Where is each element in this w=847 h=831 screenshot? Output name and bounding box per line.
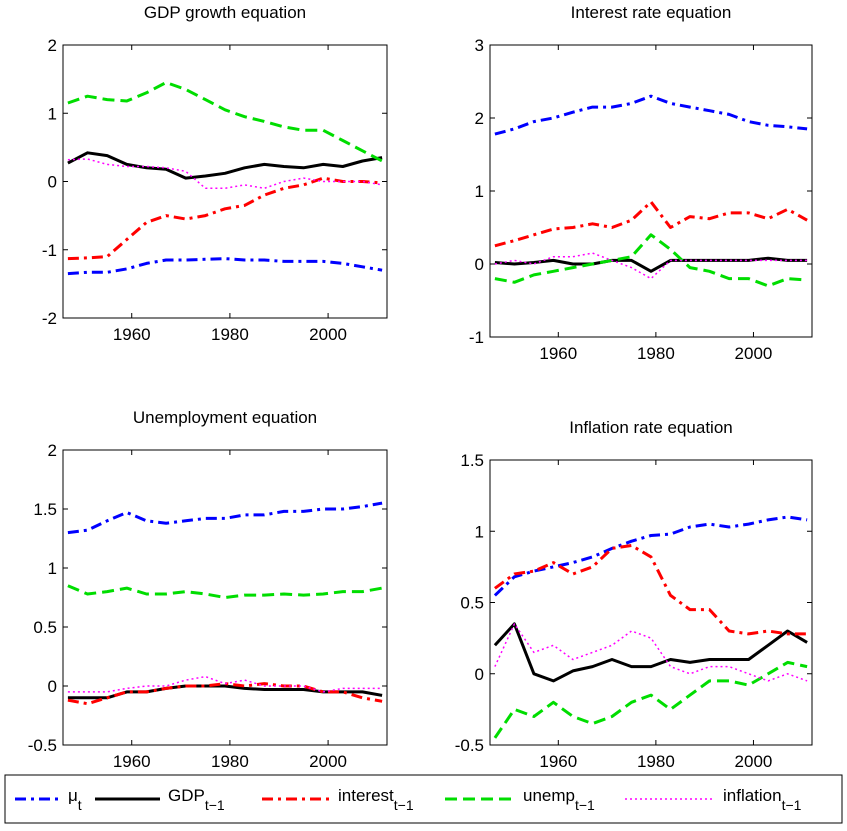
legend-subscript: t−1	[394, 797, 414, 813]
y-tick-label: 1.5	[33, 500, 57, 519]
x-tick-label: 2000	[309, 752, 347, 771]
y-tick-label: 0.5	[33, 618, 57, 637]
x-tick-label: 2000	[735, 752, 773, 771]
legend-label: interestt−1	[338, 786, 414, 813]
chart-title: Unemployment equation	[133, 408, 317, 427]
series-line	[67, 158, 383, 190]
series-line	[67, 81, 383, 163]
legend-label: μt	[68, 786, 82, 813]
x-tick-label: 2000	[735, 344, 773, 363]
series-line	[494, 544, 808, 636]
series-line	[67, 151, 383, 180]
legend-name: unemp	[523, 786, 575, 805]
y-tick-label: 1	[475, 522, 484, 541]
y-tick-label: 0.5	[460, 594, 484, 613]
y-tick-label: 2	[48, 441, 57, 460]
y-tick-label: 3	[475, 36, 484, 55]
y-tick-label: 0	[48, 677, 57, 696]
series-line	[67, 501, 383, 535]
series-line	[494, 94, 808, 136]
legend-subscript: t−1	[575, 797, 595, 813]
y-tick-label: 1	[475, 182, 484, 201]
legend-name: interest	[338, 786, 394, 805]
legend-subscript: t	[78, 797, 82, 813]
chart-title: Inflation rate equation	[569, 418, 733, 437]
x-tick-label: 1960	[539, 344, 577, 363]
y-tick-label: 1	[48, 559, 57, 578]
x-tick-label: 1980	[211, 752, 249, 771]
series-line	[67, 257, 383, 276]
x-tick-label: 1980	[637, 752, 675, 771]
legend-subscript: t−1	[205, 797, 225, 813]
series-line	[494, 200, 808, 248]
legend-name: μ	[68, 786, 78, 805]
y-tick-label: -2	[42, 309, 57, 328]
series-line	[67, 682, 383, 706]
series-line	[494, 233, 808, 288]
y-tick-label: 0	[475, 255, 484, 274]
y-tick-label: 0	[475, 665, 484, 684]
y-tick-label: -1	[42, 241, 57, 260]
y-tick-label: -0.5	[455, 736, 484, 755]
series-line	[494, 623, 808, 682]
x-tick-label: 2000	[309, 325, 347, 344]
chart-title: GDP growth equation	[144, 3, 306, 22]
x-tick-label: 1980	[211, 325, 249, 344]
legend-label: GDPt−1	[168, 786, 225, 813]
series-line	[67, 584, 383, 599]
legend-label: inflationt−1	[723, 786, 802, 813]
series-line	[494, 252, 808, 280]
y-tick-label: 1.5	[460, 451, 484, 470]
legend-name: GDP	[168, 786, 205, 805]
series-line	[493, 515, 808, 597]
axes-box	[62, 449, 388, 746]
series-line	[67, 675, 383, 693]
series-line	[493, 622, 808, 683]
legend-name: inflation	[723, 786, 782, 805]
x-tick-label: 1960	[539, 752, 577, 771]
legend-subscript: t−1	[782, 797, 802, 813]
y-tick-label: 1	[48, 104, 57, 123]
y-tick-label: 2	[48, 36, 57, 55]
y-tick-label: 0	[48, 173, 57, 192]
x-tick-label: 1980	[637, 344, 675, 363]
y-tick-label: 2	[475, 109, 484, 128]
series-line	[493, 660, 808, 739]
x-tick-label: 1960	[113, 325, 151, 344]
y-tick-label: -0.5	[28, 736, 57, 755]
x-tick-label: 1960	[113, 752, 151, 771]
series-line	[67, 176, 383, 261]
y-tick-label: -1	[469, 328, 484, 347]
chart-title: Interest rate equation	[571, 3, 732, 22]
legend-label: unempt−1	[523, 786, 595, 813]
